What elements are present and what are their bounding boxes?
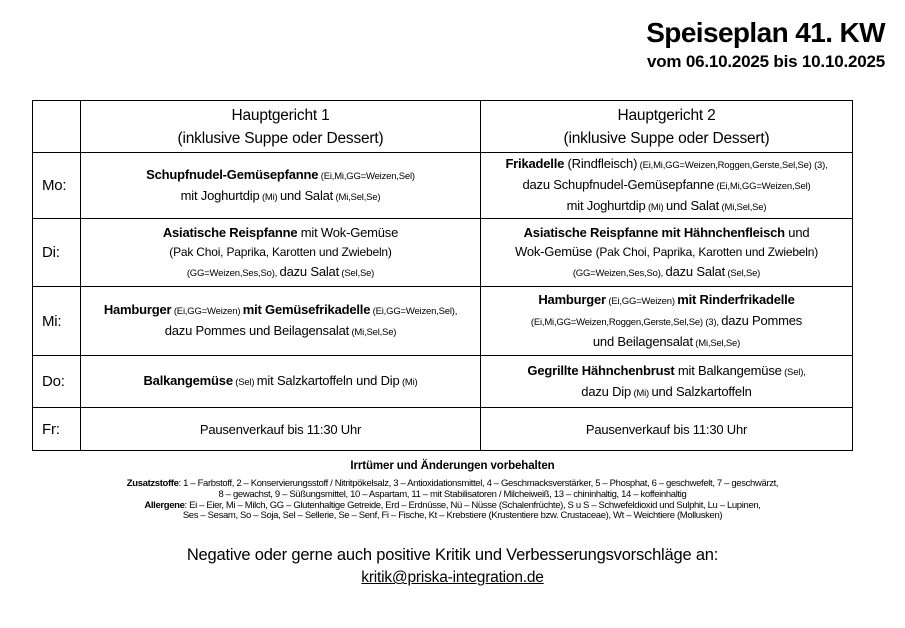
empty-corner-cell [32, 100, 81, 153]
meal-text: Frikadelle (Rindfleisch) (Ei,Mi,GG=Weize… [505, 156, 828, 213]
meal-friday-hauptgericht-2: Pausenverkauf bis 11:30 Uhr [480, 407, 853, 451]
meal-thursday-hauptgericht-1: Balkangemüse (Sel) mit Salzkartoffeln un… [80, 355, 481, 408]
day-label-thursday: Do: [32, 355, 81, 408]
column-2-subtitle: (inklusive Suppe oder Dessert) [563, 129, 770, 147]
feedback-text: Negative oder gerne auch positive Kritik… [186, 546, 719, 565]
meal-text: Pausenverkauf bis 11:30 Uhr [199, 421, 362, 437]
document-header: Speiseplan 41. KW vom 06.10.2025 bis 10.… [0, 0, 905, 74]
column-header-hauptgericht-2: Hauptgericht 2 (inklusive Suppe oder Des… [480, 100, 853, 153]
column-1-subtitle: (inklusive Suppe oder Dessert) [177, 129, 384, 147]
meal-text: Balkangemüse (Sel) mit Salzkartoffeln un… [143, 373, 418, 388]
column-header-hauptgericht-1: Hauptgericht 1 (inklusive Suppe oder Des… [80, 100, 481, 153]
meal-friday-hauptgericht-1: Pausenverkauf bis 11:30 Uhr [80, 407, 481, 451]
page-subtitle: vom 06.10.2025 bis 10.10.2025 [646, 52, 885, 71]
meal-text: Asiatische Reispfanne mit Wok-Gemüse (Pak… [162, 224, 399, 279]
meal-wednesday-hauptgericht-2: Hamburger (Ei,GG=Weizen) mit Rinderfrika… [480, 286, 853, 356]
meal-tuesday-hauptgericht-1: Asiatische Reispfanne mit Wok-Gemüse (Pak… [80, 218, 481, 287]
meal-tuesday-hauptgericht-2: Asiatische Reispfanne mit Hähnchenfleisc… [480, 218, 853, 287]
meal-text: Schupfnudel-Gemüsepfanne (Ei,Mi,GG=Weize… [146, 166, 415, 203]
day-label-tuesday: Di: [32, 218, 81, 287]
table-header-row: Hauptgericht 1 (inklusive Suppe oder Des… [32, 100, 853, 153]
disclaimer-text: Irrtümer und Änderungen vorbehalten [350, 460, 555, 472]
day-label-monday: Mo: [32, 152, 81, 219]
day-label-friday: Fr: [32, 407, 81, 451]
day-label-wednesday: Mi: [32, 286, 81, 356]
table-row-wednesday: Mi: Hamburger (Ei,GG=Weizen) mit Gemüsef… [32, 286, 853, 356]
meal-monday-hauptgericht-2: Frikadelle (Rindfleisch) (Ei,Mi,GG=Weize… [480, 152, 853, 219]
meal-text: Asiatische Reispfanne mit Hähnchenfleisc… [514, 224, 819, 279]
meal-text: Gegrillte Hähnchenbrust mit Balkangemüse… [527, 362, 806, 399]
feedback-email-row: kritik@priska-integration.de [0, 569, 905, 587]
menu-table: Hauptgericht 1 (inklusive Suppe oder Des… [32, 100, 853, 451]
meal-thursday-hauptgericht-2: Gegrillte Hähnchenbrust mit Balkangemüse… [480, 355, 853, 408]
allergens-note: Allergene: Ei – Eier, Mi – Milch, GG – G… [144, 499, 761, 522]
table-row-friday: Fr: Pausenverkauf bis 11:30 Uhr Pausenve… [32, 407, 853, 451]
meal-text: Pausenverkauf bis 11:30 Uhr [585, 421, 748, 437]
page-title: Speiseplan 41. KW [646, 17, 885, 48]
feedback-email-link[interactable]: kritik@priska-integration.de [361, 569, 544, 587]
column-2-title: Hauptgericht 2 [617, 106, 716, 124]
table-row-tuesday: Di: Asiatische Reispfanne mit Wok-Gemüse… [32, 218, 853, 287]
meal-monday-hauptgericht-1: Schupfnudel-Gemüsepfanne (Ei,Mi,GG=Weize… [80, 152, 481, 219]
meal-text: Hamburger (Ei,GG=Weizen) mit Rinderfrika… [530, 291, 803, 349]
additives-note: Zusatzstoffe: 1 – Farbstoff, 2 – Konserv… [126, 478, 779, 500]
table-row-monday: Mo: Schupfnudel-Gemüsepfanne (Ei,Mi,GG=W… [32, 152, 853, 219]
footnotes-block: Zusatzstoffe: 1 – Farbstoff, 2 – Konserv… [0, 478, 905, 522]
column-1-title: Hauptgericht 1 [231, 106, 330, 124]
table-row-thursday: Do: Balkangemüse (Sel) mit Salzkartoffel… [32, 355, 853, 408]
meal-text: Hamburger (Ei,GG=Weizen) mit Gemüsefrika… [103, 302, 458, 338]
meal-wednesday-hauptgericht-1: Hamburger (Ei,GG=Weizen) mit Gemüsefrika… [80, 286, 481, 356]
